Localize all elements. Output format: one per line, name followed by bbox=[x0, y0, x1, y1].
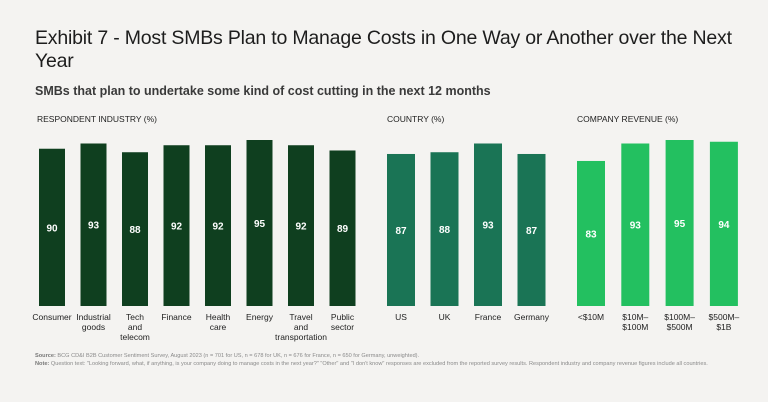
industry-panel: 90 Consumer 93 Industrial goods 88 Tech and tele… bbox=[32, 140, 356, 342]
note-line: Note: Question text: "Looking forward, w… bbox=[35, 360, 735, 368]
industry-panel-title: RESPONDENT INDUSTRY (%) bbox=[37, 114, 157, 124]
industry-bar bbox=[122, 152, 148, 306]
country-value-label: 93 bbox=[482, 221, 494, 232]
country-panel-title: COUNTRY (%) bbox=[387, 114, 445, 124]
country-bar bbox=[517, 153, 546, 306]
industry-category-label: Public sector bbox=[331, 312, 355, 332]
industry-category-label: Energy bbox=[246, 312, 274, 322]
country-value-label: 88 bbox=[439, 225, 451, 236]
country-category-label: France bbox=[475, 312, 502, 322]
revenue-bar bbox=[577, 160, 605, 306]
source-label: Source: bbox=[35, 353, 56, 359]
industry-value-label: 95 bbox=[254, 219, 266, 230]
footnote: Source: BCG CD&I B2B Customer Sentiment … bbox=[35, 352, 735, 369]
industry-bar bbox=[39, 148, 65, 306]
revenue-panel: 83 <$10M 93 $10M– $100M 95 $100M– $500M 94 $500M–… bbox=[577, 140, 740, 332]
revenue-value-label: 93 bbox=[630, 221, 642, 232]
industry-value-label: 90 bbox=[46, 223, 58, 234]
source-text: BCG CD&I B2B Customer Sentiment Survey, … bbox=[57, 353, 420, 359]
revenue-bar bbox=[621, 143, 650, 306]
revenue-category-label: $500M– $1B bbox=[709, 312, 740, 332]
industry-bar bbox=[288, 145, 314, 306]
note-label: Note: bbox=[35, 361, 50, 368]
industry-value-label: 92 bbox=[212, 222, 224, 233]
industry-bar bbox=[246, 140, 273, 306]
industry-value-label: 88 bbox=[129, 225, 141, 236]
revenue-panel-title: COMPANY REVENUE (%) bbox=[577, 114, 679, 124]
revenue-value-label: 94 bbox=[718, 220, 730, 231]
chart-subtitle: SMBs that plan to undertake some kind of… bbox=[35, 84, 491, 98]
country-bar bbox=[387, 153, 415, 306]
industry-category-label: Consumer bbox=[32, 312, 71, 322]
country-value-label: 87 bbox=[526, 226, 538, 237]
industry-category-label: Finance bbox=[161, 312, 192, 322]
industry-value-label: 92 bbox=[295, 222, 307, 233]
source-line: Source: BCG CD&I B2B Customer Sentiment … bbox=[35, 352, 735, 360]
industry-value-label: 92 bbox=[171, 222, 183, 233]
revenue-bar bbox=[665, 140, 694, 306]
revenue-value-label: 83 bbox=[585, 229, 597, 240]
industry-category-label: Industrial goods bbox=[76, 312, 111, 332]
revenue-category-label: <$10M bbox=[578, 312, 604, 322]
industry-bar bbox=[329, 150, 356, 306]
revenue-value-label: 95 bbox=[674, 219, 686, 230]
revenue-category-label: $100M– $500M bbox=[664, 312, 695, 332]
country-category-label: Germany bbox=[514, 312, 550, 322]
country-category-label: US bbox=[395, 312, 407, 322]
industry-bar bbox=[205, 145, 231, 306]
note-text: Question text: "Looking forward, what, i… bbox=[50, 361, 708, 368]
industry-value-label: 93 bbox=[88, 221, 100, 232]
country-panel: 87 US 88 UK 93 France 87 Germany bbox=[387, 143, 550, 322]
industry-value-label: 89 bbox=[337, 224, 349, 235]
country-value-label: 87 bbox=[395, 226, 407, 237]
industry-category-label: Health care bbox=[206, 312, 231, 332]
revenue-bar bbox=[709, 141, 738, 306]
industry-category-label: Travel and transportation bbox=[275, 312, 327, 342]
country-bar bbox=[474, 143, 502, 306]
country-bar bbox=[430, 152, 459, 306]
country-category-label: UK bbox=[439, 312, 451, 322]
industry-bar bbox=[80, 143, 107, 306]
chart-title: Exhibit 7 - Most SMBs Plan to Manage Cos… bbox=[35, 27, 732, 72]
industry-bar bbox=[163, 145, 190, 306]
revenue-category-label: $10M– $100M bbox=[622, 312, 648, 332]
industry-category-label: Tech and telecom bbox=[120, 312, 150, 342]
